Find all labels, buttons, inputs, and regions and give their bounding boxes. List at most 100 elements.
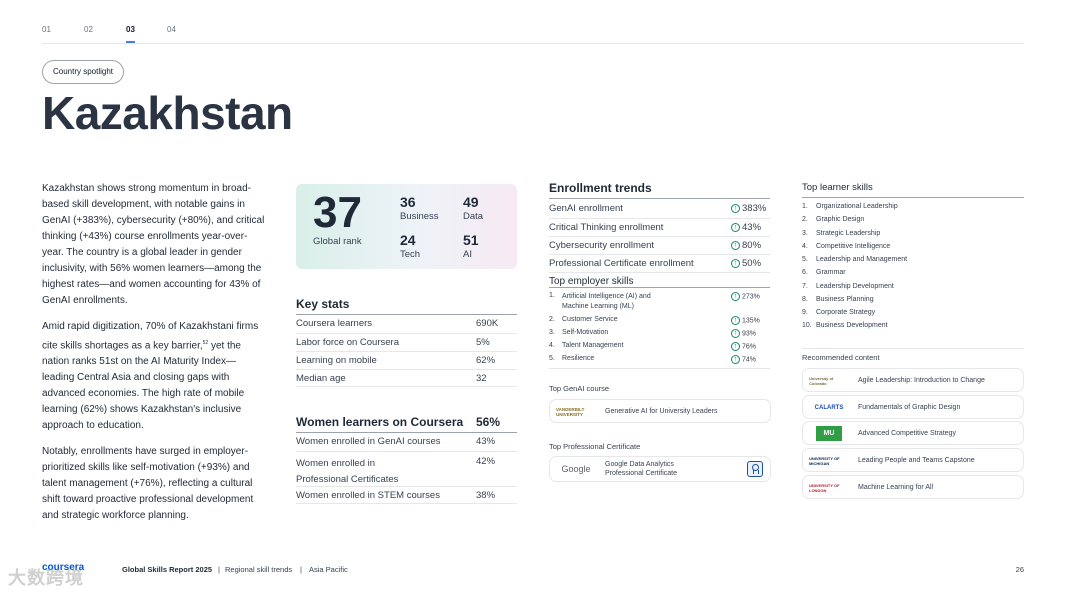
trend-up-icon: ↑ [731,329,740,338]
women-row: Women enrolled in Professional Certifica… [296,451,517,486]
country-spotlight-pill: Country spotlight [42,60,125,84]
trend-up-icon: ↑ [731,240,740,250]
key-stats-row: Labor force on Coursera 5% [296,333,517,351]
recommended-item[interactable]: CALARTS Fundamentals of Graphic Design [802,395,1024,419]
rank-business: 36 Business [400,194,439,222]
recommended-course-name: Advanced Competitive Strategy [858,430,957,437]
employer-skill: Resilience [562,355,595,362]
enrollment-value: ↑ 80% [731,240,761,251]
recommended-course-name: Agile Leadership: Introduction to Change [858,377,985,384]
enrollment-table: GenAI enrollment ↑ 383% Critical Thinking… [549,200,770,290]
learner-skill: Leadership Development [816,283,894,290]
breadcrumb-separator: | [218,565,220,574]
learner-skill: Organizational Leadership [816,203,898,210]
learner-rank: 8. [802,296,808,303]
intro-paragraph-1: Kazakhstan shows strong momentum in broa… [42,183,265,306]
employer-skills-title-row: Top employer skills [549,272,770,290]
university-logo: CALARTS [809,400,849,415]
learner-skill: Corporate Strategy [816,309,876,316]
trend-up-icon: ↑ [731,222,740,232]
rank-business-label: Business [400,211,439,222]
employer-skills-title: Top employer skills [549,276,634,287]
rank-ai-label: AI [463,249,472,260]
employer-pct: ↑ 273% [731,292,760,301]
recommended-item[interactable]: MU Advanced Competitive Strategy [802,421,1024,445]
nav-tab-03[interactable]: 03 [126,25,135,43]
women-learners-header: Women learners on Coursera 56% [296,414,517,433]
employer-pct-value: 74% [742,356,757,364]
prof-cert-title: Top Professional Certificate [549,442,641,451]
learner-rank: 2. [802,216,808,223]
page-number: 26 [1015,565,1024,574]
key-stats-table: Coursera learners 690K Labor force on Co… [296,314,517,387]
enrollment-trends-title: Enrollment trends [549,181,770,199]
employer-skill: Customer Service [562,316,618,323]
recommended-item[interactable]: UNIVERSITY OF MICHIGAN Leading People an… [802,448,1024,472]
women-row: Women enrolled in STEM courses 38% [296,486,517,504]
trend-up-icon: ↑ [731,316,740,325]
women-learners-title: Women learners on Coursera [296,415,464,429]
recommended-item[interactable]: University of Colorado Agile Leadership:… [802,368,1024,392]
learner-skills-list: 1. Organizational Leadership 2. Graphic … [802,197,1024,337]
learner-rank: 4. [802,243,808,250]
learner-rank: 3. [802,230,808,237]
stat-label: Median age [296,373,346,384]
nav-tab-01[interactable]: 01 [42,25,51,34]
section-nav: 01 02 03 04 [42,22,1024,44]
employer-skill: Self-Motivation [562,329,609,336]
recommended-divider [802,348,1024,349]
intro-paragraph-3: Notably, enrollments have surged in empl… [42,446,254,522]
employer-skills-list: 1. Artificial Intelligence (AI) and Mach… [549,287,770,369]
stat-label: Coursera learners [296,318,373,329]
footnote-ref: 52 [202,340,209,346]
breadcrumb-asia-pacific[interactable]: Asia Pacific [309,565,348,574]
university-logo: UNIVERSITY OF LONDON [809,480,849,495]
certificate-badge-icon [747,461,763,477]
learner-skill: Competitive Intelligence [816,243,891,250]
women-label: Women enrolled in GenAI courses [296,436,441,447]
intro-text: Kazakhstan shows strong momentum in broa… [42,181,266,534]
stat-value: 690K [476,318,499,329]
prof-cert-name: Google Data Analytics Professional Certi… [605,460,677,478]
enrollment-pct: 43% [742,222,762,233]
women-table: Women enrolled in GenAI courses 43% Wome… [296,433,517,504]
genai-course-card[interactable]: VANDERBILT UNIVERSITY Generative AI for … [549,399,771,423]
university-logo: MU [816,426,842,441]
rank-tech: 24 Tech [400,232,420,260]
key-stats-title: Key stats [296,297,350,311]
stat-value: 5% [476,337,490,348]
recommended-title: Recommended content [802,353,880,362]
key-stats-row: Median age 32 [296,369,517,387]
stat-value: 62% [476,355,496,366]
global-rank-label: Global rank [313,236,362,247]
learner-skill: Strategic Leadership [816,230,881,237]
prof-cert-card[interactable]: Google Google Data Analytics Professiona… [549,456,771,482]
nav-tab-04[interactable]: 04 [167,25,176,34]
employer-skill: Artificial Intelligence (AI) and Machine… [562,293,651,310]
page-title: Kazakhstan [42,87,293,139]
women-value: 38% [476,490,496,501]
enrollment-value: ↑ 383% [731,203,766,214]
rank-tech-label: Tech [400,249,421,260]
enrollment-value: ↑ 50% [731,258,761,269]
learner-rank: 5. [802,256,808,263]
rank-tech-value: 24 [400,232,416,248]
trend-up-icon: ↑ [731,342,740,351]
intro-paragraph-2: Amid rapid digitization, 70% of Kazakhst… [42,319,266,434]
employer-pct: ↑ 93% [731,329,756,338]
stat-label: Labor force on Coursera [296,337,399,348]
key-stats-row: Coursera learners 690K [296,315,517,333]
rank-data-value: 49 [463,194,479,210]
university-logo: UNIVERSITY OF MICHIGAN [809,453,849,468]
rank-data-label: Data [463,211,484,222]
university-logo-text: University of Colorado [809,375,834,386]
learner-rank: 1. [802,203,808,210]
enrollment-pct: 80% [742,240,762,251]
breadcrumb-regional[interactable]: Regional skill trends [225,565,293,574]
nav-tab-02[interactable]: 02 [84,25,93,34]
enrollment-label: Cybersecurity enrollment [549,240,655,251]
employer-skill: Talent Management [562,342,624,349]
recommended-item[interactable]: UNIVERSITY OF LONDON Machine Learning fo… [802,475,1024,499]
enrollment-row: Cybersecurity enrollment ↑ 80% [549,236,770,254]
trend-up-icon: ↑ [731,355,740,364]
